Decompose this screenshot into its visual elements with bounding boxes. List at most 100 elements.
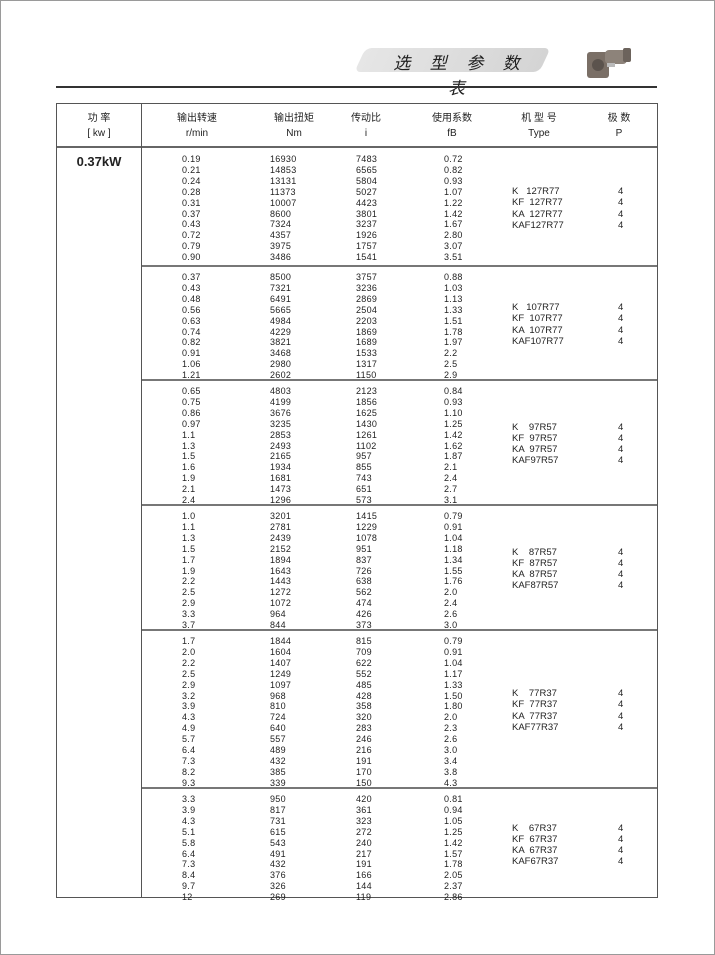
pole-value: 4: [618, 197, 624, 209]
model-block: 0.65 4803 2123 0.84 0.75 4199 1856 0.93 0.86 3676…: [142, 379, 657, 506]
speed-cell: 1.1: [182, 521, 196, 532]
type-label: KAF107R77: [512, 335, 564, 347]
col-unit: i: [364, 128, 368, 139]
torque-cell: 2493: [270, 440, 292, 451]
torque-cell: 3468: [270, 348, 292, 359]
pole-value: 4: [618, 699, 624, 711]
ratio-cell: 373: [356, 620, 372, 630]
ratio-cell: 3236: [356, 282, 378, 293]
ratio-cell: 216: [356, 745, 372, 755]
speed-cell: 3.2: [182, 690, 196, 701]
torque-cell: 1844: [270, 636, 292, 646]
service-factor-cell: 1.78: [444, 326, 463, 337]
col-label: 输出扭矩: [274, 113, 314, 124]
service-factor-cell: 1.62: [444, 440, 463, 451]
service-factor-cell: 1.50: [444, 690, 463, 701]
speed-cell: 9.3: [182, 777, 196, 788]
service-factor-cell: 2.05: [444, 870, 463, 881]
col-unit: fB: [447, 128, 457, 139]
torque-cell: 16930: [270, 154, 297, 164]
torque-cell: 1407: [270, 657, 292, 668]
ratio-cell: 1689: [356, 337, 378, 348]
type-label: KAF127R77: [512, 219, 564, 231]
col-unit: [ kw ]: [87, 128, 111, 139]
pole-value: 4: [618, 313, 624, 325]
ratio-cell: 3757: [356, 272, 378, 282]
torque-cell: 1097: [270, 679, 292, 690]
torque-cell: 2602: [270, 370, 292, 381]
torque-cell: 1643: [270, 565, 292, 576]
power-value: 0.37kW: [76, 154, 122, 169]
model-block: 1.0 3201 1415 0.79 1.1 2781 1229 0.91 1.3 2439 107…: [142, 504, 657, 631]
speed-cell: 0.37: [182, 272, 201, 282]
service-factor-cell: 2.4: [444, 598, 458, 609]
speed-cell: 7.3: [182, 755, 196, 766]
ratio-cell: 119: [356, 892, 372, 903]
service-factor-cell: 3.1: [444, 495, 458, 505]
col-unit: r/min: [185, 128, 209, 139]
service-factor-cell: 2.86: [444, 892, 463, 903]
pole-value: 4: [618, 455, 624, 467]
speed-cell: 0.79: [182, 241, 201, 252]
speed-cell: 1.7: [182, 554, 196, 565]
torque-cell: 6491: [270, 293, 292, 304]
speed-cell: 1.06: [182, 359, 201, 370]
col-type: 机 型 号 Type: [494, 111, 584, 141]
ratio-cell: 2504: [356, 304, 378, 315]
torque-cell: 1072: [270, 598, 292, 609]
ratio-cell: 191: [356, 755, 372, 766]
speed-cell: 0.91: [182, 348, 201, 359]
ratio-cell: 2203: [356, 315, 378, 326]
torque-cell: 615: [270, 826, 286, 837]
torque-cell: 2165: [270, 451, 292, 462]
speed-cell: 2.2: [182, 576, 196, 587]
selection-table: 功 率 [ kw ] 输出转速 r/min 输出扭矩 Nm 传动比 i 使用系数 fB 机…: [56, 103, 658, 902]
torque-cell: 968: [270, 690, 286, 701]
service-factor-cell: 2.0: [444, 712, 458, 723]
torque-cell: 432: [270, 755, 286, 766]
speed-cell: 0.37: [182, 208, 201, 219]
torque-cell: 7321: [270, 282, 292, 293]
ratio-cell: 2869: [356, 293, 378, 304]
speed-cell: 0.24: [182, 175, 201, 186]
table-header: 功 率 [ kw ] 输出转速 r/min 输出扭矩 Nm 传动比 i 使用系数 fB 机…: [57, 104, 657, 148]
type-label: KF 107R77: [512, 313, 563, 325]
type-label: K 67R37: [512, 822, 557, 834]
speed-cell: 2.0: [182, 646, 196, 657]
service-factor-cell: 1.78: [444, 859, 463, 870]
type-label: K 107R77: [512, 302, 560, 313]
pole-value: 4: [618, 186, 624, 197]
speed-cell: 5.1: [182, 826, 196, 837]
ratio-cell: 2123: [356, 386, 378, 396]
type-label: K 77R37: [512, 688, 557, 699]
torque-cell: 2853: [270, 429, 292, 440]
service-factor-cell: 3.07: [444, 241, 463, 252]
service-factor-cell: 3.8: [444, 766, 458, 777]
col-label: 输出转速: [177, 113, 217, 124]
ratio-cell: 191: [356, 859, 372, 870]
ratio-cell: 1856: [356, 396, 378, 407]
speed-cell: 0.56: [182, 304, 201, 315]
speed-cell: 3.9: [182, 804, 196, 815]
service-factor-cell: 0.93: [444, 396, 463, 407]
torque-cell: 491: [270, 848, 286, 859]
speed-cell: 0.97: [182, 418, 201, 429]
service-factor-cell: 1.80: [444, 701, 463, 712]
pole-value: 4: [618, 546, 624, 558]
type-label: KF 77R37: [512, 699, 558, 711]
speed-cell: 5.7: [182, 734, 196, 745]
torque-cell: 2439: [270, 532, 292, 543]
torque-cell: 10007: [270, 197, 297, 208]
speed-cell: 3.3: [182, 609, 196, 620]
speed-cell: 0.43: [182, 219, 201, 230]
pole-value: 4: [618, 557, 624, 569]
speed-cell: 3.7: [182, 620, 196, 630]
pole-value: 4: [618, 710, 624, 722]
service-factor-cell: 0.81: [444, 794, 463, 804]
type-label: K 97R57: [512, 421, 557, 433]
service-factor-cell: 1.97: [444, 337, 463, 348]
pole-value: 4: [618, 688, 624, 699]
service-factor-cell: 3.0: [444, 620, 458, 630]
